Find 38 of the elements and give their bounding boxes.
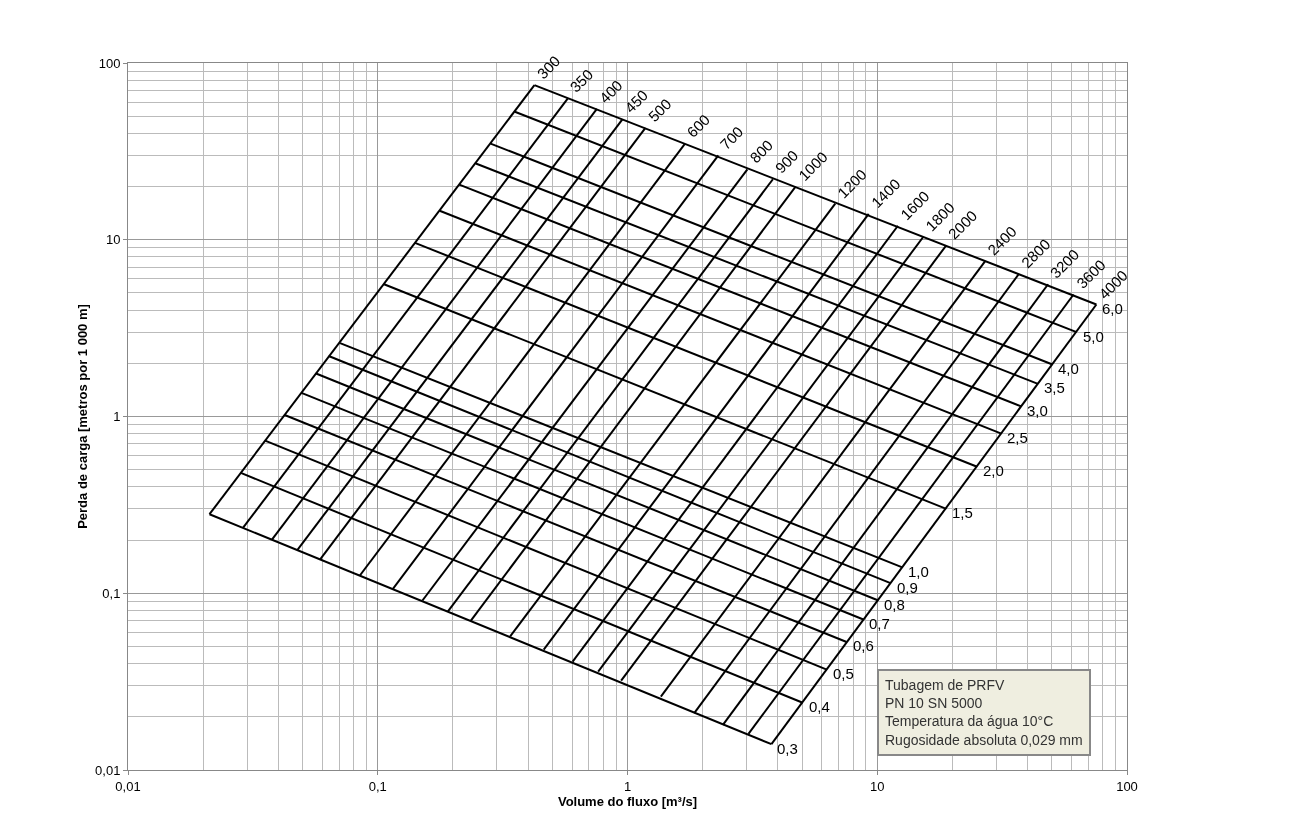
- series-label: 1,5: [952, 504, 973, 521]
- x-tick-label: 0,1: [368, 778, 387, 794]
- series-label: 3,0: [1027, 402, 1048, 419]
- x-axis-title: Volume do fluxo [m³/s]: [557, 794, 698, 810]
- annotation: Temperatura da água 10°C: [885, 713, 1054, 730]
- series-label: 6,0: [1102, 300, 1123, 317]
- x-tick-label: 0,01: [115, 778, 141, 794]
- text: 600: [683, 110, 714, 141]
- text: 800: [746, 136, 777, 167]
- annotation: Tubagem de PRFV: [885, 677, 1005, 693]
- series-label: 2,0: [983, 462, 1004, 479]
- text: 350: [566, 65, 597, 96]
- series-label: 0,9: [897, 579, 918, 596]
- x-tick-label: 1: [623, 778, 632, 794]
- y-tick-label: 0,1: [102, 585, 121, 601]
- series-label: 0,5: [833, 665, 854, 682]
- series-label: 4,0: [1058, 360, 1079, 377]
- series-label: 5,0: [1083, 328, 1104, 345]
- series-label: 3,5: [1044, 379, 1065, 396]
- series-label: 0,3: [777, 740, 798, 757]
- y-axis-title: Perda de carga [metros por 1 000 m]: [75, 304, 91, 529]
- text: 300: [533, 52, 564, 83]
- series-label: 1,0: [908, 563, 929, 580]
- y-tick-label: 0,01: [95, 762, 121, 778]
- text: 700: [716, 123, 747, 153]
- series-label: 0,6: [853, 637, 874, 654]
- x-tick-label: 100: [1116, 778, 1138, 794]
- y-tick-label: 100: [98, 55, 121, 71]
- series-label: 0,4: [809, 698, 830, 715]
- y-tick-label: 1: [113, 409, 121, 425]
- annotation: PN 10 SN 5000: [885, 695, 983, 712]
- series-label: 0,8: [884, 596, 905, 613]
- series-label: 2,5: [1007, 429, 1028, 446]
- x-tick-label: 10: [870, 778, 885, 794]
- text: 400: [595, 76, 626, 107]
- annotation: Rugosidade absoluta 0,029 mm: [885, 731, 1083, 748]
- series-label: 0,7: [869, 615, 890, 632]
- y-tick-label: 10: [105, 232, 121, 248]
